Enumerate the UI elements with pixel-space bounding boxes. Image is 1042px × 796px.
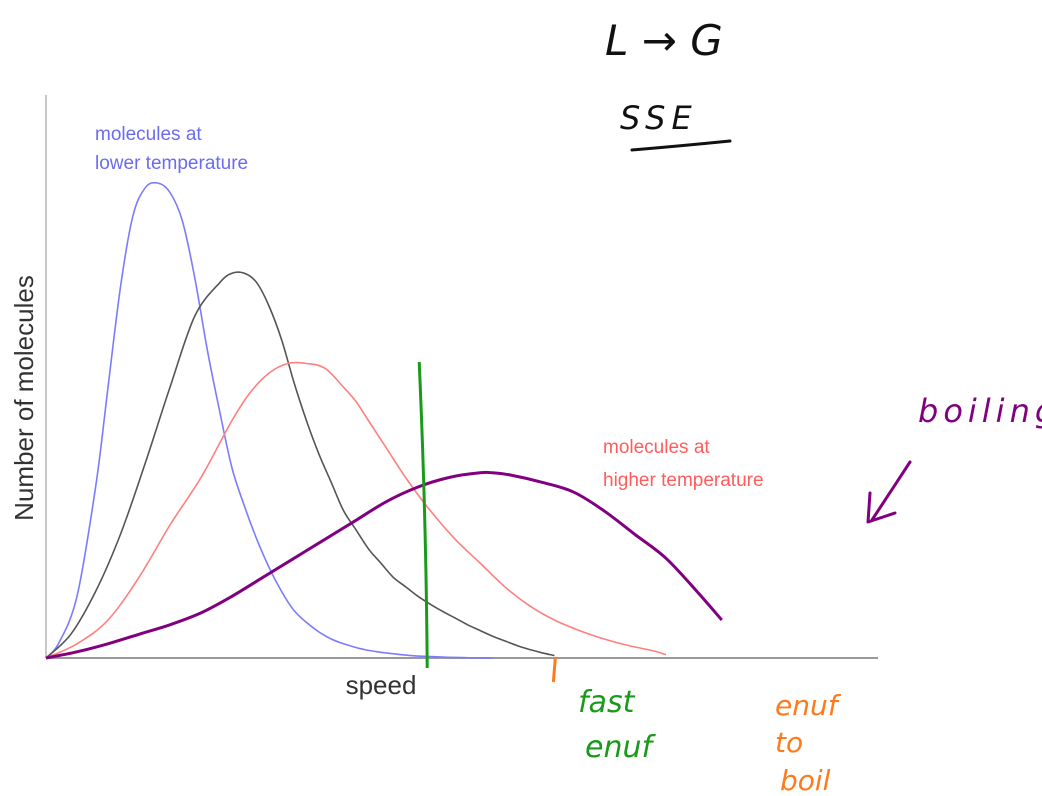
- boil-label-line-1: enuf: [775, 689, 842, 722]
- series-label-higher-line-1: molecules at: [603, 437, 710, 458]
- series-label-lower-temperature: molecules at lower temperature: [95, 124, 248, 174]
- boiling-arrow-icon: [866, 460, 912, 524]
- series-layer: [45, 181, 723, 660]
- enough-to-boil-marker: enuf to boil: [551, 656, 846, 796]
- fast-enough-marker: fast enuf: [417, 361, 656, 765]
- boil-tick: [551, 656, 557, 683]
- series-line-0: [45, 181, 493, 659]
- y-axis-label: Number of molecules: [9, 275, 39, 521]
- sse-note: SSE: [620, 99, 732, 152]
- fast-label-line-2: enuf: [585, 730, 656, 765]
- enough-to-boil-label: enuf to boil: [775, 689, 846, 796]
- series-label-higher-temperature: molecules at higher temperature: [603, 437, 764, 491]
- boil-label-line-2: to: [775, 726, 803, 759]
- fast-enough-label: fast enuf: [578, 685, 656, 765]
- fast-enough-line: [417, 361, 429, 669]
- x-axis-label: speed: [346, 670, 417, 700]
- boil-label-line-3: boil: [780, 764, 831, 796]
- series-line-3: [45, 470, 723, 660]
- boiling-annotation: boiling: [866, 392, 1042, 524]
- series-line-1: [45, 271, 555, 659]
- sse-underline: [630, 139, 732, 152]
- sse-text: SSE: [620, 99, 698, 137]
- series-label-higher-line-2: higher temperature: [603, 470, 764, 491]
- phase-change-text: L → G: [605, 16, 723, 65]
- phase-change-note: L → G: [605, 16, 723, 65]
- series-line-2: [45, 361, 667, 659]
- fast-label-line-1: fast: [578, 685, 636, 720]
- boiling-label: boiling: [918, 392, 1042, 430]
- series-label-lower-line-1: molecules at: [95, 124, 202, 145]
- series-label-lower-line-2: lower temperature: [95, 153, 248, 174]
